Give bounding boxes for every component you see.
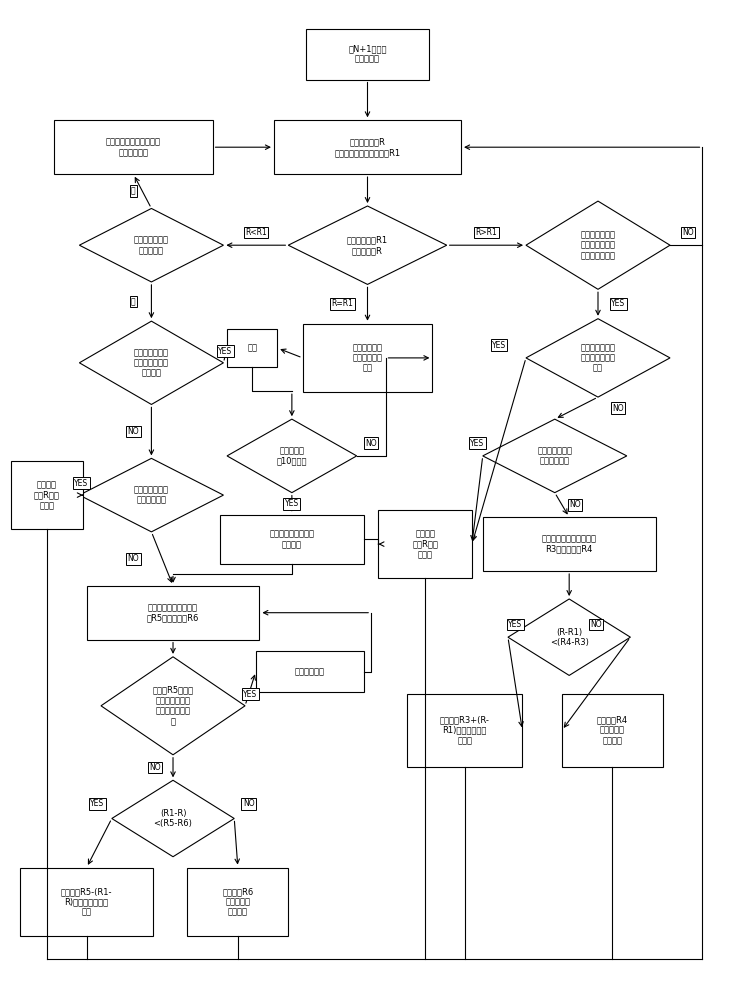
Text: 已启动压缩机负
荷是否相同？: 已启动压缩机负 荷是否相同？ [537,446,573,466]
Text: R<R1: R<R1 [245,228,267,237]
Text: R=R1: R=R1 [331,300,354,308]
Polygon shape [101,657,245,755]
FancyBboxPatch shape [306,29,429,80]
Text: 平均分配
负荷R给各
压缩机: 平均分配 负荷R给各 压缩机 [412,529,438,559]
Text: (R-R1)
<(R4-R3): (R-R1) <(R4-R3) [550,628,589,647]
Text: 停累积运行时间最长
的压缩机: 停累积运行时间最长 的压缩机 [269,530,315,549]
Text: 分配负荷R5-(R1-
R)给负荷最大的压
缩机: 分配负荷R5-(R1- R)给负荷最大的压 缩机 [61,887,112,917]
Text: 分配负荷R6
给负荷最大
的压缩机: 分配负荷R6 给负荷最大 的压缩机 [222,887,254,917]
Text: NO: NO [590,620,602,629]
Text: YES: YES [218,347,232,356]
Text: R>R1: R>R1 [476,228,497,237]
Text: 判断所有已启动
压缩机是否处在
当前负荷运行？: 判断所有已启动 压缩机是否处在 当前负荷运行？ [581,230,615,260]
FancyBboxPatch shape [11,461,83,529]
Text: YES: YES [492,341,506,350]
Text: 查找压缩机中的最高负
荷R5，次高负荷R6: 查找压缩机中的最高负 荷R5，次高负荷R6 [147,603,199,622]
Text: 压缩机实际转速
是否全部受喘震
转速影响: 压缩机实际转速 是否全部受喘震 转速影响 [134,348,169,378]
Text: NO: NO [128,427,139,436]
Polygon shape [79,458,223,532]
Text: YES: YES [470,439,484,448]
Polygon shape [112,780,234,857]
Text: 排除此压缩机: 排除此压缩机 [295,667,325,676]
Text: 分配负荷R4
给负荷最小
的压缩机: 分配负荷R4 给负荷最小 的压缩机 [597,715,628,745]
Text: NO: NO [569,500,581,509]
FancyBboxPatch shape [303,324,432,392]
Text: 判断当前负荷R1
与负荷需求R: 判断当前负荷R1 与负荷需求R [347,235,388,255]
FancyBboxPatch shape [274,120,461,174]
Polygon shape [79,208,223,282]
Text: YES: YES [243,690,257,699]
Text: 已启动压缩机负
荷是否相同？: 已启动压缩机负 荷是否相同？ [134,485,169,505]
Polygon shape [526,319,670,397]
Text: 累积运行时间长的最小负
荷压缩机停机: 累积运行时间长的最小负 荷压缩机停机 [106,137,161,157]
Text: NO: NO [612,404,624,413]
FancyBboxPatch shape [562,694,663,767]
Text: NO: NO [365,439,377,448]
FancyBboxPatch shape [379,510,472,578]
Text: 有: 有 [131,187,136,196]
Text: 平均分配
负荷R给各
压缩机: 平均分配 负荷R给各 压缩机 [34,480,60,510]
Text: 已启动压缩机是
否全部满负荷运
行？: 已启动压缩机是 否全部满负荷运 行？ [581,343,615,373]
FancyBboxPatch shape [187,867,288,936]
FancyBboxPatch shape [220,515,364,564]
Text: (R1-R)
<(R5-R6): (R1-R) <(R5-R6) [154,809,193,828]
Text: 负荷为R5的压缩
机实际转速是否
受喘震转速的影
响: 负荷为R5的压缩 机实际转速是否 受喘震转速的影 响 [152,686,193,726]
Text: NO: NO [682,228,694,237]
Text: 分配负荷R3+(R-
R1)给负荷最小的
压缩机: 分配负荷R3+(R- R1)给负荷最小的 压缩机 [440,715,490,745]
FancyBboxPatch shape [20,867,153,936]
FancyBboxPatch shape [407,694,523,767]
Polygon shape [227,419,356,493]
Text: 计时: 计时 [247,344,257,353]
Text: 第N+1台压缩
机启动完成: 第N+1台压缩 机启动完成 [348,44,387,64]
Text: YES: YES [611,300,625,308]
Polygon shape [288,206,447,284]
FancyBboxPatch shape [227,329,278,367]
Text: 查找压缩机中的最小负荷
R3，次小负荷R4: 查找压缩机中的最小负荷 R3，次小负荷R4 [542,534,597,554]
Text: YES: YES [74,479,88,488]
Text: NO: NO [243,799,254,808]
FancyBboxPatch shape [483,517,656,571]
Text: 保持当前状态
启动下一台压
缩机: 保持当前状态 启动下一台压 缩机 [353,343,382,373]
Text: 有无最小负荷运
行的压缩机: 有无最小负荷运 行的压缩机 [134,235,169,255]
Polygon shape [79,321,223,404]
Text: 计时是否超
过10分钟？: 计时是否超 过10分钟？ [276,446,307,466]
Polygon shape [526,201,670,289]
Text: YES: YES [284,499,299,508]
Text: 无: 无 [131,297,136,306]
Polygon shape [483,419,627,493]
Text: NO: NO [128,554,139,563]
Text: YES: YES [90,799,104,808]
Polygon shape [508,599,631,675]
Text: YES: YES [508,620,523,629]
FancyBboxPatch shape [54,120,212,174]
Text: 计算负荷需求R
计算已启动压缩机总负荷R1: 计算负荷需求R 计算已启动压缩机总负荷R1 [334,137,401,157]
FancyBboxPatch shape [256,651,364,692]
FancyBboxPatch shape [87,586,259,640]
Text: NO: NO [149,763,161,772]
